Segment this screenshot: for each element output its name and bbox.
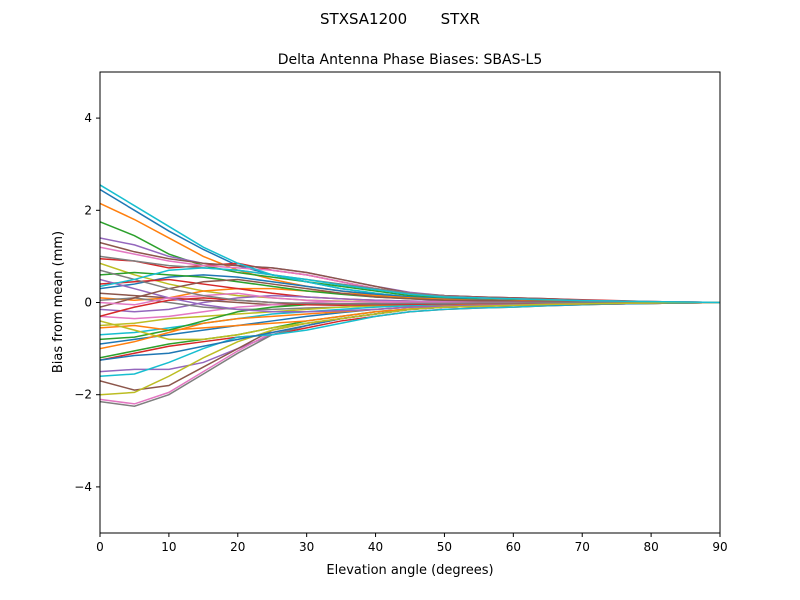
series-line-23 (100, 301, 720, 359)
chart-title: Delta Antenna Phase Biases: SBAS-L5 (278, 52, 543, 68)
x-tick-label: 40 (368, 540, 383, 554)
y-axis: −4 −2 0 2 4 (74, 111, 100, 494)
series-group (100, 184, 720, 407)
series-line-26 (100, 301, 720, 391)
x-axis: 0 10 20 30 40 50 60 70 80 90 (96, 533, 728, 554)
y-tick-label: −4 (74, 480, 92, 494)
x-tick-label: 50 (437, 540, 452, 554)
x-tick-label: 70 (575, 540, 590, 554)
series-line-2 (100, 202, 720, 304)
series-line-39 (100, 301, 720, 341)
x-tick-label: 90 (712, 540, 727, 554)
series-line-38 (100, 269, 720, 305)
y-tick-label: 4 (84, 111, 92, 125)
y-tick-label: 2 (84, 203, 92, 217)
x-tick-label: 0 (96, 540, 104, 554)
series-line-33 (100, 301, 720, 341)
y-axis-label: Bias from mean (mm) (51, 231, 66, 373)
x-tick-label: 20 (230, 540, 245, 554)
x-tick-label: 30 (299, 540, 314, 554)
y-tick-label: 0 (84, 296, 92, 310)
x-tick-label: 10 (161, 540, 176, 554)
x-axis-label: Elevation angle (degrees) (326, 563, 493, 578)
series-line-1 (100, 188, 720, 304)
y-tick-label: −2 (74, 388, 92, 402)
x-tick-label: 60 (506, 540, 521, 554)
series-line-40 (100, 267, 720, 304)
x-tick-label: 80 (643, 540, 658, 554)
series-line-28 (100, 301, 720, 407)
figure-suptitle: STXSA1200 STXR (320, 10, 480, 28)
